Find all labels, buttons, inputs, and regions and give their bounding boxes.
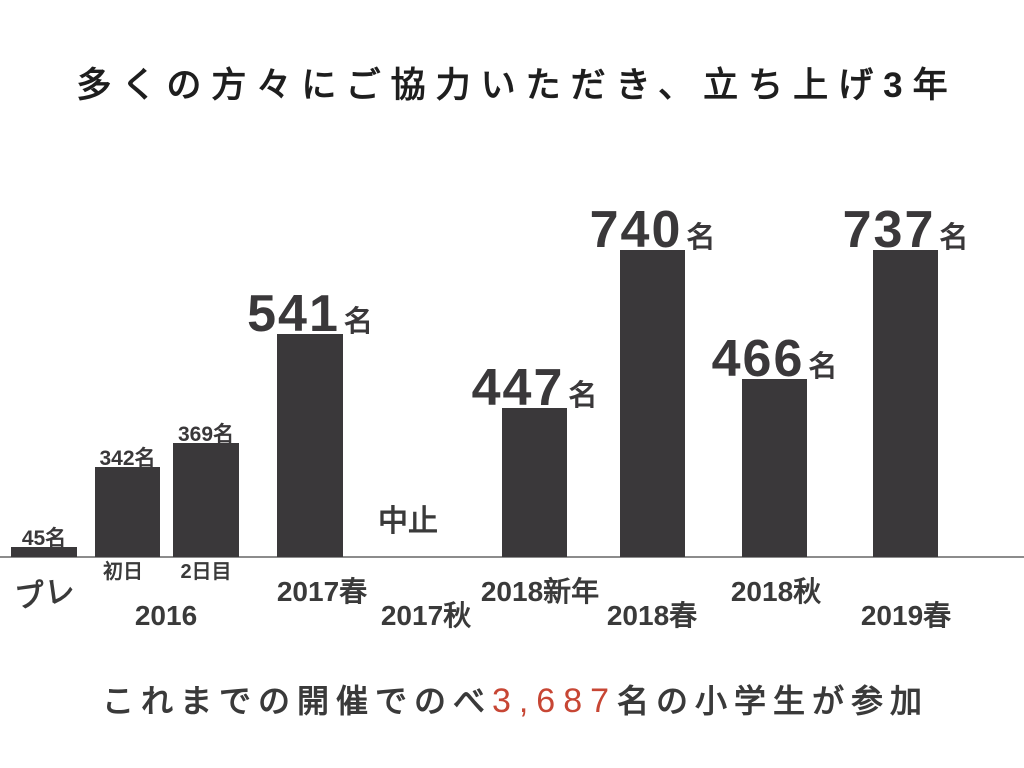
x-axis-label: プレ [12, 573, 78, 616]
x-axis-label: 2017秋 [380, 600, 472, 631]
x-axis-line [0, 556, 1024, 558]
bar-value-label: 342名 [99, 447, 156, 470]
bar-value-label: 737 名 [842, 201, 969, 259]
cancelled-label: 中止 [378, 505, 438, 538]
x-axis-label: 2018秋 [730, 576, 822, 607]
x-axis-label: 初日 [103, 561, 143, 583]
chart-bar [277, 334, 343, 557]
bar-value-label: 740 名 [589, 201, 716, 259]
x-axis-label: 2018新年 [480, 576, 600, 607]
chart-bar [742, 379, 807, 557]
x-axis-label: 2017春 [276, 576, 368, 607]
chart-bar [502, 408, 567, 557]
x-axis-label: 2018春 [606, 600, 698, 631]
chart-bar [95, 467, 160, 557]
bar-value-label: 447 名 [471, 359, 598, 417]
bar-value-label: 369名 [177, 423, 235, 446]
bar-value-label: 45名 [21, 527, 67, 550]
bar-value-label: 466 名 [711, 330, 838, 388]
chart-bar [620, 250, 685, 557]
footer-text-prefix: これまでの開催でのべ [101, 683, 492, 719]
chart-bar [173, 443, 239, 557]
slide-footer: これまでの開催でのべ3,687名の小学生が参加 [0, 676, 1024, 722]
slide-title: 多くの方々にご協力いただき、立ち上げ3年 [76, 66, 958, 105]
x-axis-label: 2016 [134, 600, 198, 631]
x-axis-label: 2019春 [860, 600, 952, 631]
x-axis-label: 2日目 [180, 561, 232, 583]
chart-bar [11, 547, 77, 557]
bar-value-label: 541 名 [247, 285, 373, 343]
chart-bar [873, 250, 938, 557]
footer-text-suffix: 名の小学生が参加 [617, 683, 930, 719]
footer-total-count: 3,687 [491, 682, 618, 720]
